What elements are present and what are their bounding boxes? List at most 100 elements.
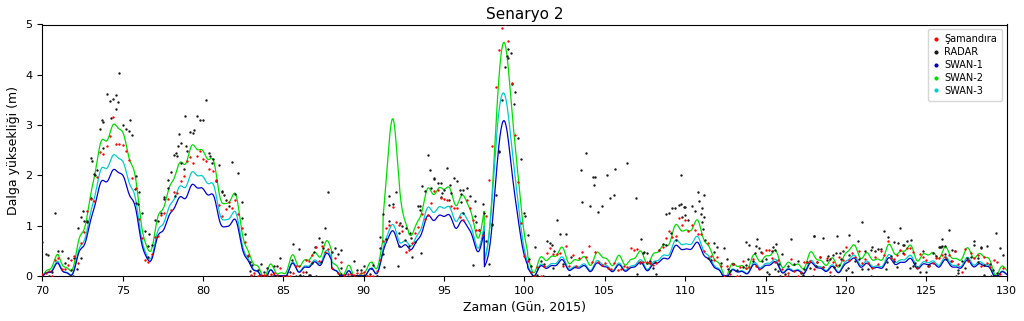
Point bbox=[175, 173, 191, 178]
Point bbox=[73, 256, 89, 261]
Point bbox=[384, 204, 400, 210]
Point bbox=[795, 273, 811, 278]
Point bbox=[34, 271, 50, 276]
Point bbox=[442, 190, 459, 195]
Point bbox=[182, 130, 199, 135]
Point bbox=[866, 248, 883, 254]
Point bbox=[343, 272, 359, 277]
Point bbox=[507, 132, 523, 137]
Point bbox=[985, 267, 1001, 272]
Point bbox=[140, 244, 157, 249]
Point bbox=[638, 250, 654, 256]
Point bbox=[440, 197, 457, 203]
Point bbox=[707, 240, 723, 246]
Point bbox=[773, 252, 790, 257]
Point bbox=[53, 266, 70, 271]
Point bbox=[873, 246, 890, 251]
Point bbox=[542, 240, 558, 245]
Point bbox=[815, 265, 831, 270]
Point bbox=[525, 273, 542, 278]
Point bbox=[124, 133, 140, 138]
Point bbox=[821, 273, 838, 278]
Point bbox=[150, 233, 166, 239]
Point bbox=[369, 273, 385, 278]
Point bbox=[948, 273, 965, 278]
Point bbox=[953, 258, 970, 263]
Point bbox=[268, 264, 285, 269]
Point bbox=[758, 256, 774, 261]
Point bbox=[175, 166, 191, 171]
Point bbox=[690, 231, 707, 237]
Point bbox=[172, 160, 188, 166]
Point bbox=[744, 258, 761, 264]
Point bbox=[620, 160, 636, 165]
Point bbox=[400, 243, 417, 248]
Point bbox=[237, 232, 253, 237]
Point bbox=[307, 273, 324, 278]
Point bbox=[877, 252, 893, 257]
Point bbox=[494, 26, 510, 31]
Point bbox=[934, 243, 950, 248]
Point bbox=[202, 166, 218, 171]
Point bbox=[349, 267, 366, 273]
Point bbox=[767, 259, 783, 265]
Point bbox=[825, 273, 842, 278]
Point bbox=[746, 250, 763, 256]
Point bbox=[737, 240, 754, 245]
Point bbox=[878, 267, 894, 272]
Point bbox=[202, 150, 218, 155]
Point bbox=[98, 91, 115, 97]
Point bbox=[635, 259, 651, 265]
Point bbox=[224, 160, 241, 165]
Point bbox=[803, 258, 819, 264]
Point bbox=[442, 182, 459, 187]
Point bbox=[214, 189, 230, 194]
Point bbox=[761, 248, 777, 253]
Point bbox=[150, 219, 166, 224]
Point bbox=[272, 265, 289, 271]
Point bbox=[324, 265, 340, 270]
Point bbox=[468, 227, 484, 232]
Point bbox=[928, 254, 944, 259]
Point bbox=[657, 211, 674, 216]
Point bbox=[812, 255, 828, 260]
Point bbox=[947, 249, 964, 254]
Point bbox=[790, 258, 806, 263]
Point bbox=[131, 217, 147, 222]
Point bbox=[130, 201, 146, 206]
Point bbox=[709, 254, 725, 259]
Point bbox=[163, 169, 179, 175]
Point bbox=[347, 273, 364, 278]
Point bbox=[127, 185, 143, 190]
Point bbox=[198, 159, 214, 164]
Point bbox=[355, 269, 372, 274]
Point bbox=[970, 259, 986, 265]
Point bbox=[767, 247, 783, 253]
Point bbox=[967, 256, 983, 261]
Point bbox=[545, 265, 561, 270]
Point bbox=[638, 259, 654, 265]
Point bbox=[76, 219, 92, 224]
Point bbox=[340, 273, 356, 278]
Point bbox=[821, 256, 838, 262]
Point bbox=[522, 270, 539, 275]
Point bbox=[255, 273, 271, 278]
Point bbox=[394, 223, 411, 228]
Point bbox=[188, 154, 205, 159]
Point bbox=[265, 273, 282, 278]
Point bbox=[626, 247, 642, 252]
Point bbox=[995, 253, 1012, 258]
Point bbox=[890, 241, 906, 246]
Point bbox=[47, 258, 63, 263]
Point bbox=[690, 190, 707, 195]
Point bbox=[92, 149, 109, 154]
Point bbox=[375, 212, 391, 217]
Point bbox=[586, 182, 602, 187]
Point bbox=[372, 245, 388, 250]
Point bbox=[459, 197, 475, 202]
Title: Senaryo 2: Senaryo 2 bbox=[485, 7, 563, 22]
Point bbox=[358, 273, 375, 278]
Point bbox=[378, 237, 394, 242]
Point bbox=[741, 264, 758, 269]
Point bbox=[824, 260, 841, 265]
